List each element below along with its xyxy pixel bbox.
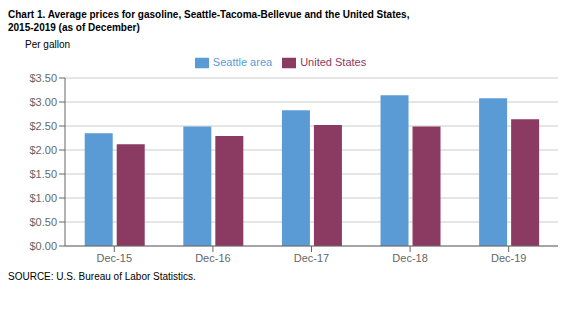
- svg-text:Dec-15: Dec-15: [97, 252, 132, 264]
- svg-text:$2.50: $2.50: [29, 120, 57, 132]
- svg-text:Dec-17: Dec-17: [294, 252, 329, 264]
- svg-text:$3.00: $3.00: [29, 96, 57, 108]
- html-text:Seattle area: Seattle area: [212, 56, 273, 68]
- html-text:SOURCE: U.S. Bureau of Labor S: SOURCE: U.S. Bureau of Labor Statistics.: [8, 271, 196, 282]
- svg-text:$1.50: $1.50: [29, 168, 57, 180]
- svg-text:$3.50: $3.50: [29, 72, 57, 84]
- html-text:United States: United States: [300, 56, 367, 68]
- svg-text:$1.00: $1.00: [29, 192, 57, 204]
- svg-text:$2.00: $2.00: [29, 144, 57, 156]
- html-text:Chart 1. Average prices for ga: Chart 1. Average prices for gasoline, Se…: [8, 9, 410, 20]
- svg-text:$0.00: $0.00: [29, 240, 57, 252]
- html-text:2015-2019 (as of December): 2015-2019 (as of December): [8, 22, 140, 33]
- svg-text:Dec-18: Dec-18: [392, 252, 427, 264]
- svg-text:Dec-19: Dec-19: [491, 252, 526, 264]
- svg-text:$0.50: $0.50: [29, 216, 57, 228]
- html-text:Per gallon: Per gallon: [25, 39, 70, 50]
- svg-text:Dec-16: Dec-16: [195, 252, 230, 264]
